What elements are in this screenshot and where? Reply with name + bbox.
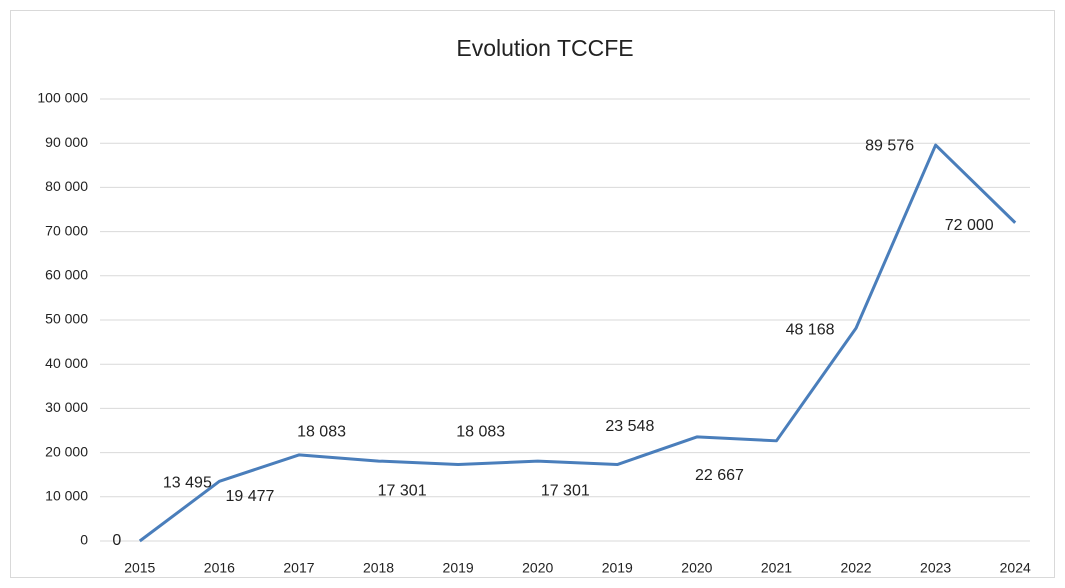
data-label: 19 477: [225, 488, 274, 505]
x-tick-label: 2024: [1000, 560, 1031, 576]
data-label: 18 083: [456, 423, 505, 440]
data-label: 48 168: [786, 321, 835, 338]
data-label: 13 495: [163, 475, 212, 492]
y-tick-label: 100 000: [37, 90, 88, 106]
data-label: 18 083: [297, 423, 346, 440]
x-tick-label: 2018: [363, 560, 394, 576]
chart-title: Evolution TCCFE: [456, 35, 633, 61]
x-tick-label: 2020: [681, 560, 712, 576]
y-tick-label: 10 000: [45, 488, 88, 504]
y-tick-label: 20 000: [45, 443, 88, 459]
x-tick-label: 2017: [283, 560, 314, 576]
x-tick-label: 2019: [602, 560, 633, 576]
y-tick-label: 60 000: [45, 267, 88, 283]
y-tick-label: 90 000: [45, 134, 88, 150]
data-line: [138, 143, 1017, 543]
data-label: 72 000: [945, 217, 994, 234]
data-label: 89 576: [865, 137, 914, 154]
y-tick-label: 70 000: [45, 222, 88, 238]
y-tick-label: 40 000: [45, 355, 88, 371]
chart-border: [10, 10, 1055, 578]
x-tick-label: 2019: [443, 560, 474, 576]
x-tick-label: 2023: [920, 560, 951, 576]
x-tick-label: 2022: [840, 560, 871, 576]
x-tick-label: 2016: [204, 560, 235, 576]
data-label: 23 548: [605, 418, 654, 435]
y-tick-label: 30 000: [45, 399, 88, 415]
data-label: 17 301: [378, 483, 427, 500]
x-tick-label: 2015: [124, 560, 155, 576]
data-label: 17 301: [541, 483, 590, 500]
x-tick-label: 2020: [522, 560, 553, 576]
x-tick-label: 2021: [761, 560, 792, 576]
data-label: 22 667: [695, 467, 744, 484]
y-tick-label: 0: [80, 532, 88, 548]
y-tick-label: 50 000: [45, 311, 88, 327]
y-tick-label: 80 000: [45, 178, 88, 194]
data-label: 0: [112, 532, 121, 549]
